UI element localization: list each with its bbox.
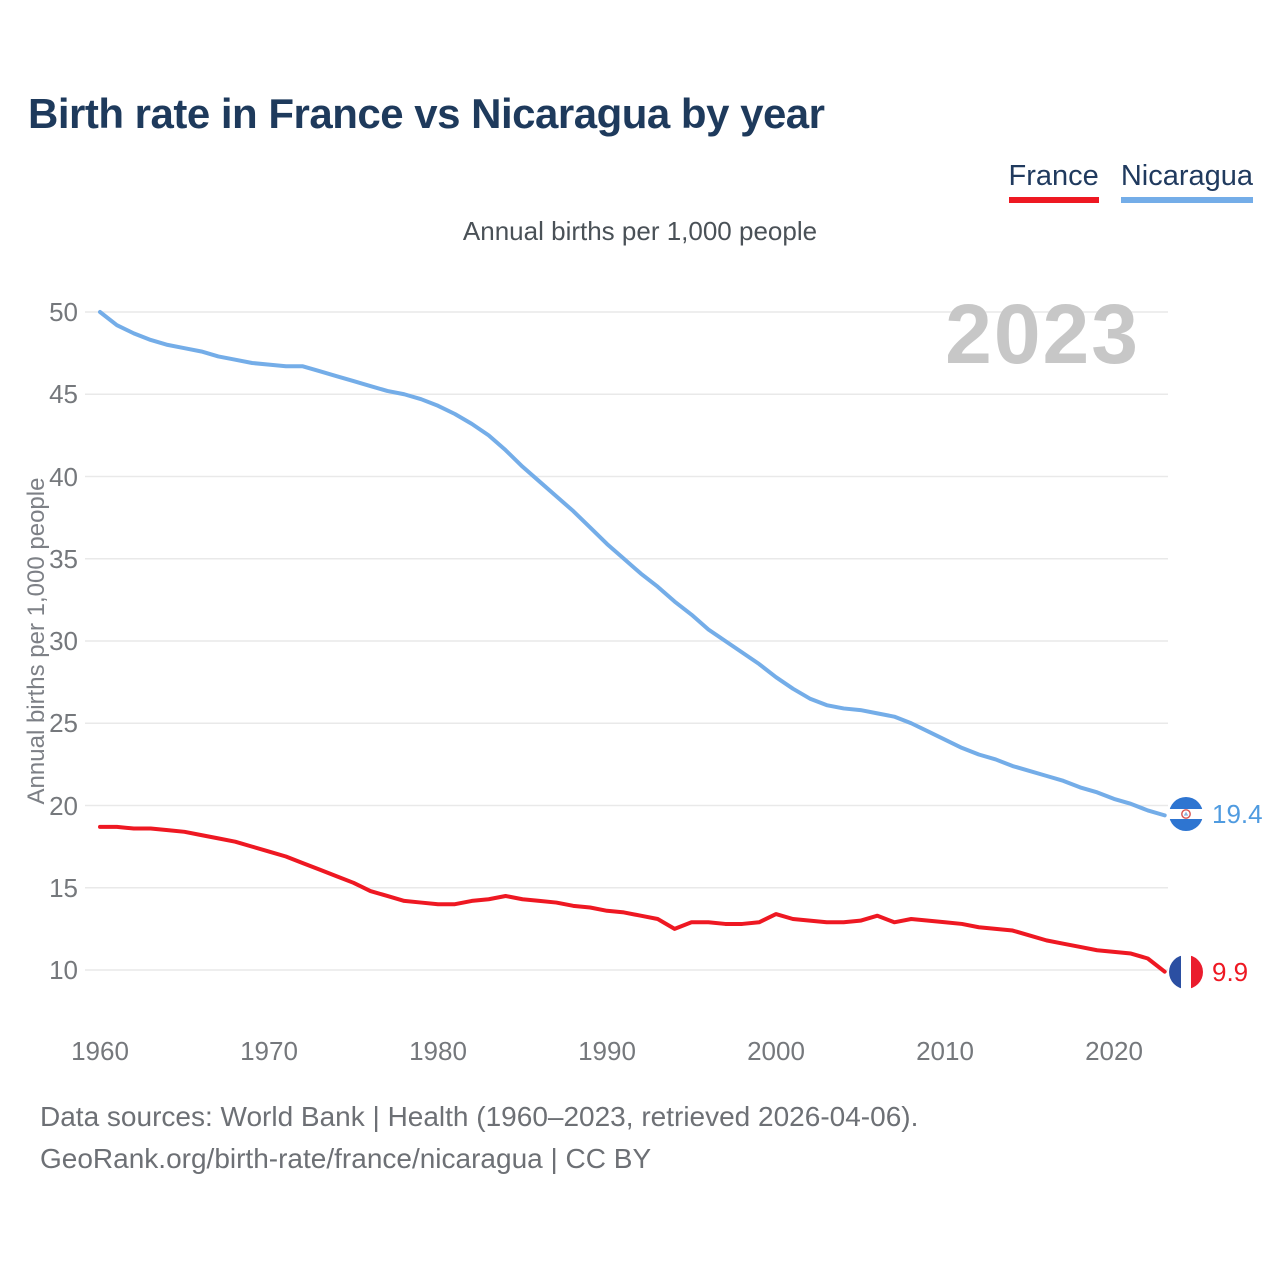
legend-item-france[interactable]: France [1008,160,1099,203]
nicaragua-line [98,310,1167,818]
page-title: Birth rate in France vs Nicaragua by yea… [28,90,825,137]
x-tick-label: 1970 [240,1036,298,1066]
y-tick-label: 50 [49,297,78,327]
x-tick-label: 1980 [409,1036,467,1066]
legend-item-nicaragua[interactable]: Nicaragua [1120,160,1253,203]
end-value-france: 9.9 [1212,957,1249,987]
y-tick-label: 25 [49,708,78,739]
y-tick-label: 15 [49,872,78,903]
y-tick-label: 20 [49,790,78,821]
y-tick-label: 30 [49,626,78,656]
x-tick-label: 2020 [1085,1036,1143,1066]
france-line [98,824,1167,974]
x-tick-label: 2010 [916,1036,974,1066]
end-label-france: 9.9 [1169,955,1248,989]
y-tick-label: 35 [49,543,78,574]
x-tick-label: 1990 [578,1036,636,1066]
y-tick-label: 10 [49,955,78,985]
watermark-year: 2023 [945,287,1140,381]
legend: France Nicaragua [1008,160,1253,203]
end-value-nicaragua: 19.4 [1212,799,1263,829]
y-tick-label: 45 [49,379,78,410]
end-label-nicaragua: 19.4 [1169,797,1263,831]
france-flag-icon [1169,955,1203,989]
chart-subtitle: Annual births per 1,000 people [462,216,818,246]
footer-data-sources: Data sources: World Bank | Health (1960–… [40,1101,919,1132]
x-tick-label: 1960 [71,1036,129,1066]
footer: Data sources: World Bank | Health (1960–… [40,1096,918,1180]
x-tick-label: 2000 [747,1036,805,1066]
y-tick-label: 40 [49,461,78,492]
nicaragua-flag-icon [1169,797,1203,831]
footer-attribution: GeoRank.org/birth-rate/france/nicaragua … [40,1143,652,1174]
